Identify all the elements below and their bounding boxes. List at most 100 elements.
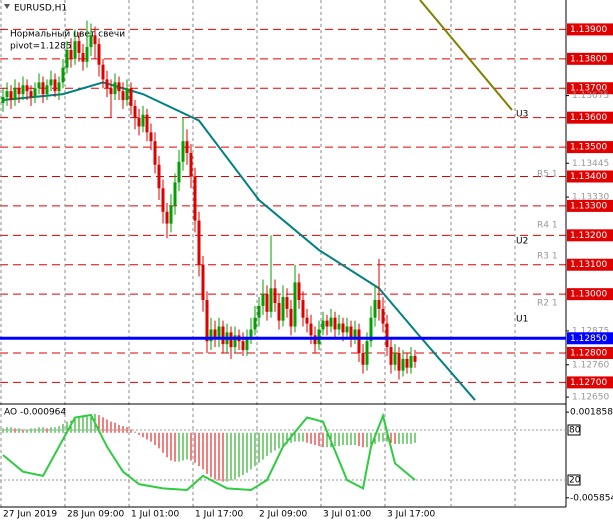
candle-body — [81, 52, 85, 62]
candle-body — [369, 317, 373, 342]
y2-tick-label: 20 — [569, 476, 581, 486]
x-tick-label: 28 Jun 09:00 — [67, 510, 124, 520]
candle-body — [409, 355, 413, 368]
candle-body — [197, 220, 201, 265]
moving-average — [2, 81, 476, 401]
candle-body — [181, 141, 185, 162]
y-tick-label: 0.001858 — [570, 408, 613, 418]
level-box — [567, 258, 613, 271]
candle-body — [45, 85, 49, 95]
x-tick-label: 3 Jul 01:00 — [323, 510, 372, 520]
candle-body — [21, 85, 25, 95]
level-label: 1.13000 — [570, 290, 607, 300]
level-box — [567, 199, 613, 212]
candle-body — [73, 41, 77, 59]
level-label: 1.13600 — [570, 113, 607, 123]
candle-body — [293, 282, 297, 327]
candle-body — [233, 335, 237, 348]
candle-body — [41, 82, 45, 95]
candle-body — [269, 288, 273, 312]
candle-body — [137, 117, 141, 127]
candle-body — [173, 182, 177, 206]
candle-body — [69, 50, 73, 59]
stoch-level-box — [567, 424, 581, 436]
candle-body — [349, 326, 353, 339]
candle-body — [13, 88, 17, 101]
candle-body — [265, 294, 269, 312]
candle-body — [357, 329, 361, 353]
candle-body — [153, 141, 157, 165]
y-tick-label: -0.005854 — [570, 493, 613, 503]
candle-body — [25, 85, 29, 92]
current-price-label: 1.12850 — [570, 334, 607, 344]
candle-body — [189, 152, 193, 177]
candle-body — [37, 82, 41, 89]
x-tick-label: 3 Jul 17:00 — [387, 510, 436, 520]
candle-body — [49, 79, 53, 86]
level-box — [567, 229, 613, 242]
level-box — [567, 141, 613, 154]
candle-body — [33, 88, 37, 98]
candle-body — [217, 326, 221, 339]
level-box — [567, 82, 613, 95]
stochastic-line — [2, 412, 416, 492]
level-box — [567, 23, 613, 36]
pivot-label: U3 — [516, 110, 528, 120]
candle-body — [361, 352, 365, 365]
candle-body — [325, 320, 329, 327]
level-box — [567, 376, 613, 389]
candle-body — [305, 317, 309, 324]
candle-body — [125, 88, 129, 101]
candle-body — [381, 308, 385, 324]
level-box — [567, 170, 613, 183]
candle-body — [337, 323, 341, 330]
pivot-label: R5 1 — [537, 170, 558, 180]
note: pivot=1.1285 — [10, 42, 72, 52]
y-tick-label: 1.13445 — [572, 159, 609, 169]
level-label: 1.13300 — [570, 201, 607, 211]
candle-body — [209, 329, 213, 342]
candle-body — [377, 300, 381, 309]
candle-body — [253, 317, 257, 330]
candle-body — [85, 47, 89, 62]
level-box — [567, 111, 613, 124]
level-label: 1.13900 — [570, 25, 607, 35]
candle-body — [193, 176, 197, 221]
candle-body — [17, 88, 21, 95]
candle-body — [309, 323, 313, 336]
candle-body — [101, 64, 105, 80]
candle-body — [93, 35, 97, 45]
candle-body — [5, 91, 9, 98]
candle-body — [149, 132, 153, 142]
candle-body — [413, 355, 417, 362]
candle-body — [61, 67, 65, 83]
candle-body — [1, 97, 5, 103]
candle-body — [9, 91, 13, 101]
pivot-label: U1 — [516, 315, 528, 325]
level-box — [567, 288, 613, 301]
x-tick-label: 1 Jul 17:00 — [195, 510, 244, 520]
y2-tick-label: 80 — [569, 426, 581, 436]
candle-body — [205, 300, 209, 342]
candle-body — [389, 347, 393, 365]
candle-body — [257, 305, 261, 318]
candle-body — [289, 308, 293, 327]
candle-body — [301, 300, 305, 318]
stoch-level-box — [567, 474, 581, 486]
candle-body — [165, 211, 169, 224]
level-label: 1.13200 — [570, 231, 607, 241]
candle-body — [329, 317, 333, 327]
y-tick-label: 1.12875 — [572, 326, 609, 336]
candle-body — [249, 329, 253, 339]
candle-body — [97, 44, 101, 65]
candle-body — [157, 164, 161, 189]
candle-body — [297, 282, 301, 301]
candle-body — [373, 300, 377, 318]
candle-body — [117, 82, 121, 92]
candle-body — [105, 79, 109, 89]
y-tick-label: 1.13330 — [572, 193, 609, 203]
candle-body — [133, 105, 137, 118]
candle-body — [161, 188, 165, 212]
candle-body — [57, 82, 61, 92]
